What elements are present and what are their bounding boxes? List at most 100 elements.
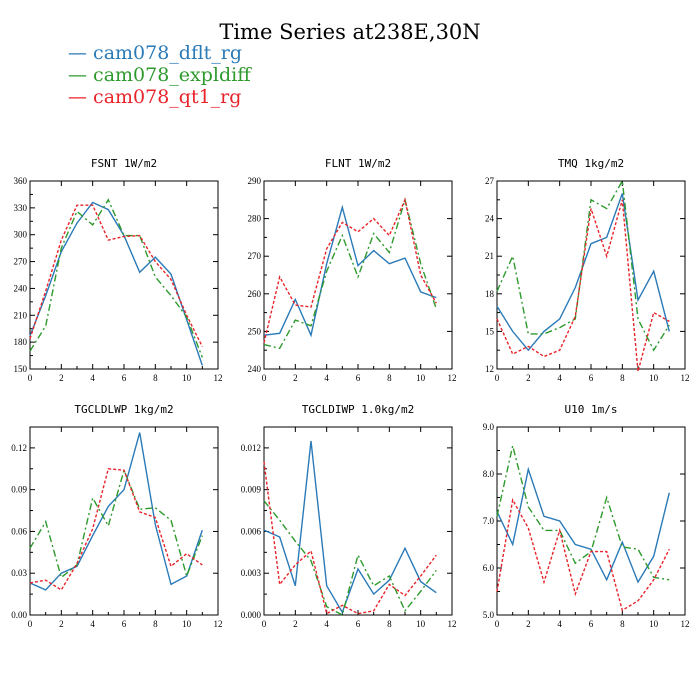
y-tick-label: 0.06 (11, 526, 27, 536)
x-tick-label: 10 (182, 373, 192, 383)
series-line-cam078_qt1_rg (263, 461, 437, 615)
x-tick-label: 8 (387, 373, 392, 383)
x-tick-label: 6 (356, 373, 361, 383)
y-tick-label: 0.006 (241, 526, 262, 536)
series-line-cam078_qt1_rg (496, 497, 670, 612)
y-tick-label: 0.00 (11, 610, 27, 620)
series-line-cam078_qt1_rg (29, 468, 203, 591)
y-tick-label: 8.0 (483, 469, 495, 479)
x-tick-label: 6 (122, 619, 127, 629)
x-tick-label: 8 (153, 373, 158, 383)
x-tick-label: 6 (589, 373, 594, 383)
y-tick-label: 12 (485, 364, 494, 374)
legend-label: cam078_expldiff (93, 64, 251, 86)
y-tick-label: 210 (14, 310, 28, 320)
x-tick-label: 12 (681, 619, 690, 629)
series-line-cam078_dflt_rg (496, 193, 670, 352)
x-tick-label: 4 (324, 619, 329, 629)
series-line-cam078_qt1_rg (263, 197, 437, 343)
x-tick-label: 0 (262, 373, 267, 383)
y-tick-label: 0.09 (11, 485, 27, 495)
y-tick-label: 250 (248, 326, 262, 336)
x-tick-label: 2 (293, 619, 298, 629)
panel-title: FLNT 1W/m2 (325, 157, 391, 170)
y-tick-label: 6.0 (483, 563, 495, 573)
chart-panel: TGCLDIWP 1.0kg/m2 0 2 4 6 8 10 12 0.000 0.003 0.00… (241, 403, 457, 629)
chart-panel: FSNT 1W/m2 0 2 4 6 8 10 12 150 180 210 240 270 300 330… (14, 157, 223, 383)
series-line-cam078_expldiff (496, 445, 670, 581)
y-tick-label: 9.0 (483, 422, 495, 432)
legend-line-icon: — (68, 42, 94, 64)
x-tick-label: 8 (387, 619, 392, 629)
y-tick-label: 5.0 (483, 610, 495, 620)
legend-line-icon: — (68, 86, 94, 108)
y-tick-label: 27 (485, 176, 495, 186)
x-tick-label: 0 (495, 619, 500, 629)
y-tick-label: 180 (14, 337, 28, 347)
figure-title: Time Series at238E,30N (219, 20, 481, 44)
y-tick-label: 21 (485, 251, 494, 261)
x-tick-label: 2 (59, 373, 64, 383)
x-tick-label: 6 (589, 619, 594, 629)
y-tick-label: 280 (248, 214, 262, 224)
series-line-cam078_dflt_rg (263, 204, 437, 338)
x-tick-label: 12 (681, 373, 690, 383)
series-line-cam078_expldiff (29, 468, 203, 579)
legend-entry-dflt: — cam078_dflt_rg (68, 42, 242, 64)
panel-title: TGCLDIWP 1.0kg/m2 (302, 403, 415, 416)
x-tick-label: 4 (90, 373, 95, 383)
x-tick-label: 10 (649, 373, 659, 383)
y-tick-label: 18 (485, 289, 495, 299)
y-tick-label: 0.12 (11, 443, 27, 453)
x-tick-label: 2 (526, 373, 531, 383)
x-tick-label: 0 (28, 619, 33, 629)
y-tick-label: 15 (485, 326, 495, 336)
x-tick-label: 0 (262, 619, 267, 629)
y-tick-label: 360 (14, 176, 28, 186)
y-tick-label: 270 (14, 257, 28, 267)
y-tick-label: 0.03 (11, 568, 27, 578)
series-line-cam078_expldiff (263, 500, 437, 617)
legend-label: cam078_dflt_rg (93, 42, 243, 64)
y-tick-label: 300 (14, 230, 28, 240)
x-tick-label: 4 (90, 619, 95, 629)
series-line-cam078_expldiff (263, 197, 437, 350)
x-tick-label: 12 (448, 619, 457, 629)
plot-frame (29, 426, 219, 616)
x-tick-label: 8 (153, 619, 158, 629)
x-tick-label: 6 (122, 373, 127, 383)
chart-panel: TGCLDLWP 1kg/m2 0 2 4 6 8 10 12 0.00 0.03 0.06 0.09… (11, 403, 222, 629)
series-line-cam078_dflt_rg (29, 432, 203, 591)
chart-panel: U10 1m/s 0 2 4 6 8 10 12 5.0 6.0 7.0 8.0 9.0 (483, 403, 690, 629)
x-tick-label: 12 (214, 373, 223, 383)
y-tick-label: 0.009 (241, 485, 262, 495)
x-tick-label: 6 (356, 619, 361, 629)
x-tick-label: 10 (649, 619, 659, 629)
panel-title: FSNT 1W/m2 (91, 157, 157, 170)
y-tick-label: 150 (14, 364, 28, 374)
x-tick-label: 4 (557, 373, 562, 383)
panel-title: U10 1m/s (565, 403, 618, 416)
series-line-cam078_expldiff (29, 198, 203, 358)
y-tick-label: 7.0 (483, 516, 495, 526)
y-tick-label: 240 (248, 364, 262, 374)
chart-panel: FLNT 1W/m2 0 2 4 6 8 10 12 240 250 260 270 280 290 (248, 157, 457, 383)
panel-title: TMQ 1kg/m2 (558, 157, 624, 170)
plot-frame (29, 180, 219, 370)
x-tick-label: 12 (214, 619, 223, 629)
y-tick-label: 0.000 (241, 610, 262, 620)
x-tick-label: 0 (495, 373, 500, 383)
x-tick-label: 12 (448, 373, 457, 383)
x-tick-label: 2 (59, 619, 64, 629)
x-tick-label: 8 (620, 619, 625, 629)
x-tick-label: 2 (293, 373, 298, 383)
y-tick-label: 270 (248, 251, 262, 261)
series-line-cam078_dflt_rg (496, 466, 670, 584)
y-tick-label: 0.012 (241, 443, 261, 453)
legend-line-icon: — (68, 64, 94, 86)
y-tick-label: 24 (485, 214, 495, 224)
x-tick-label: 10 (416, 373, 426, 383)
series-line-cam078_dflt_rg (29, 201, 203, 366)
